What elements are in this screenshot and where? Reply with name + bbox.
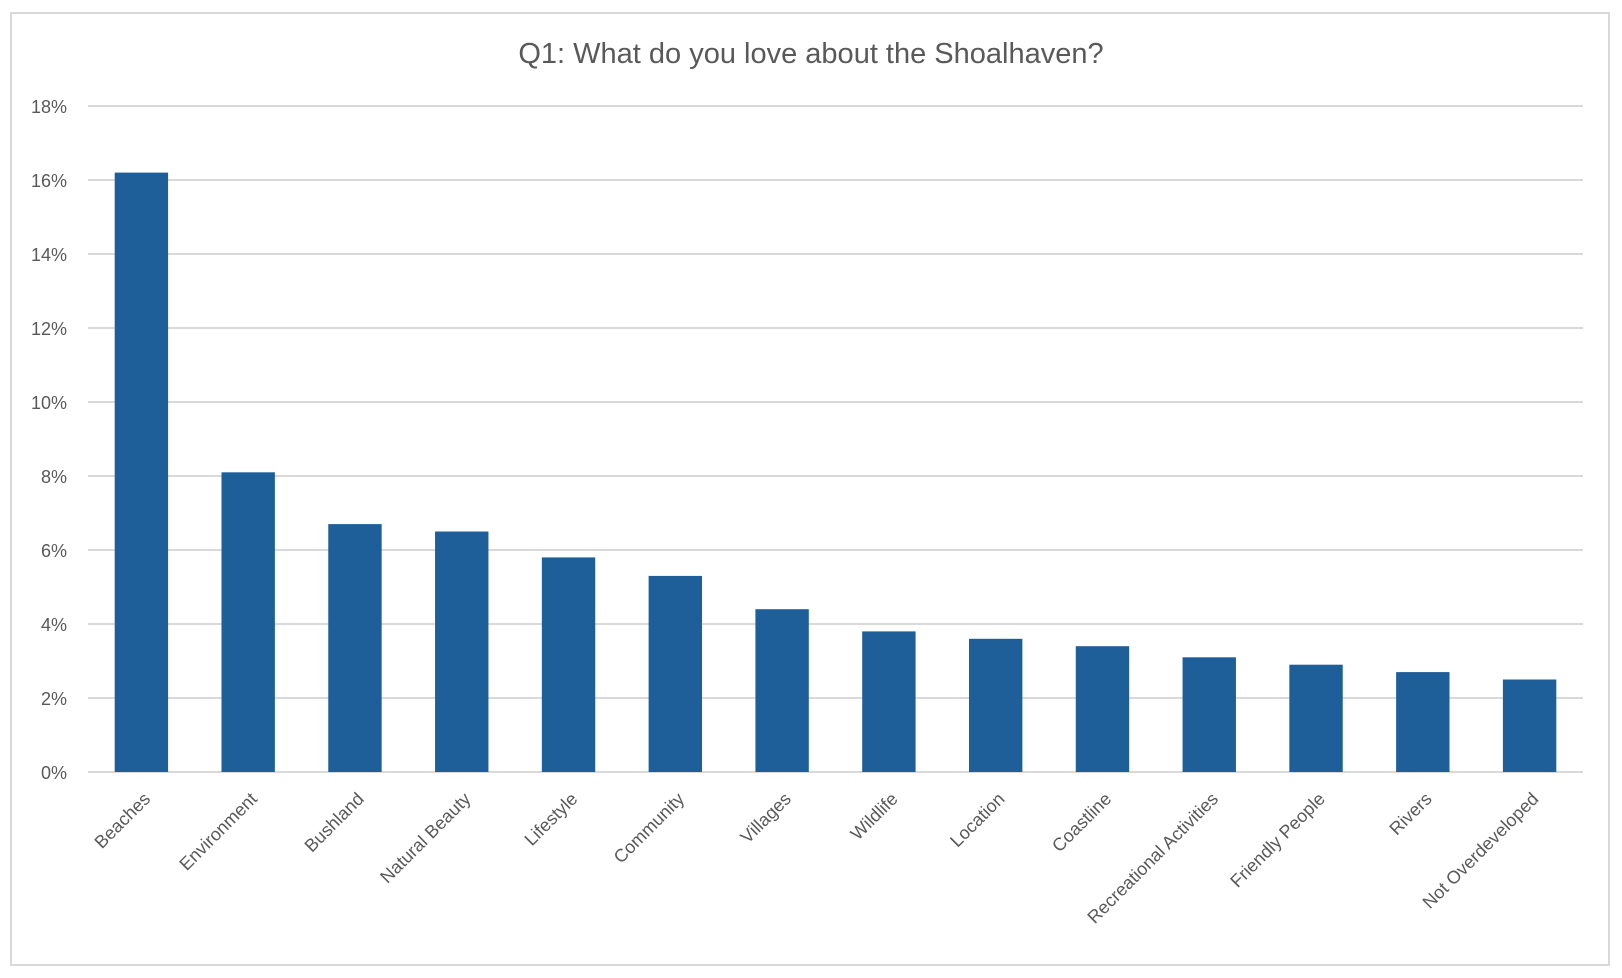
bar-lifestyle [541,557,596,772]
bar-community [648,575,703,772]
chart-frame [10,12,1610,966]
bar-bushland [328,524,382,772]
x-category-label: Friendly People [1226,789,1329,892]
x-category-label: Rivers [1385,789,1435,839]
x-category-label: Bushland [301,789,368,856]
x-category-label: Wildlife [847,789,902,844]
y-tick-label: 12% [31,319,67,339]
x-category-label: Community [610,789,689,868]
y-tick-label: 4% [41,615,67,635]
x-axis-labels: Beaches Environment Bushland Natural Beauty… [91,789,1543,928]
bar-recreational-activities [1182,657,1236,772]
x-category-label: Environment [175,789,261,875]
y-tick-label: 14% [31,245,67,265]
bar-friendly-people [1289,664,1343,772]
bar-location [968,638,1023,772]
bar-environment [221,472,275,772]
y-axis-ticks: 0% 2% 4% 6% 8% 10% 12% 14% 16% 18% [31,97,67,783]
y-tick-label: 18% [31,97,67,117]
y-tick-label: 10% [31,393,67,413]
y-tick-label: 2% [41,689,67,709]
bar-villages [755,609,809,772]
bar-beaches [114,172,169,773]
bars [114,172,1557,773]
bar-coastline [1075,646,1130,772]
chart-title: Q1: What do you love about the Shoalhave… [518,38,1104,70]
x-category-label: Coastline [1048,789,1115,856]
x-category-label: Villages [736,789,794,847]
y-tick-label: 8% [41,467,67,487]
y-tick-label: 16% [31,171,67,191]
x-category-label: Not Overdeveloped [1419,789,1543,913]
gridlines [88,105,1583,773]
bar-wildlife [862,631,916,772]
y-tick-label: 6% [41,541,67,561]
x-category-label: Lifestyle [521,789,582,850]
x-category-label: Location [946,789,1008,851]
bar-natural-beauty [435,531,489,772]
bar-not-overdeveloped [1502,679,1557,772]
x-category-label: Natural Beauty [376,789,474,887]
x-category-label: Beaches [91,789,155,853]
bar-rivers [1396,672,1450,772]
y-tick-label: 0% [41,763,67,783]
